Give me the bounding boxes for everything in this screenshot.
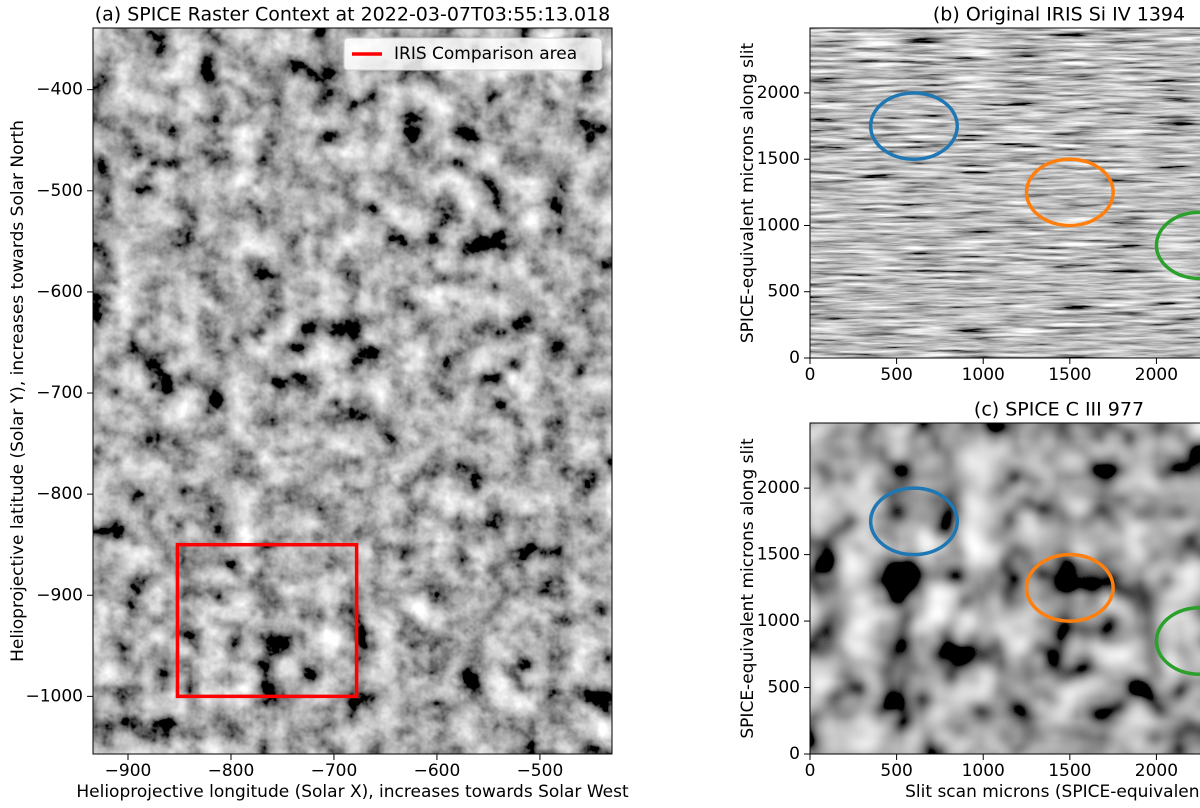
x-tick-label: 500 — [880, 761, 912, 781]
panel-title: (b) Original IRIS Si IV 1394 — [933, 4, 1185, 26]
x-tick-label: −500 — [517, 761, 564, 781]
image — [810, 28, 1200, 358]
image — [93, 28, 612, 754]
y-tick-label: 0 — [789, 744, 800, 764]
legend-box — [343, 37, 603, 71]
x-tick-label: 2000 — [1135, 365, 1178, 385]
y-tick-label: −800 — [36, 484, 83, 504]
y-tick-label: 1500 — [757, 545, 800, 565]
plot-frame — [809, 422, 1200, 755]
x-tick-label: −900 — [105, 761, 152, 781]
y-tick-label: 1500 — [757, 149, 800, 169]
x-axis-label: Helioprojective longitude (Solar X), inc… — [76, 782, 629, 802]
y-tick-label: −900 — [36, 585, 83, 605]
y-tick-label: 1000 — [757, 215, 800, 235]
panel-title: (c) SPICE C III 977 — [974, 399, 1144, 421]
x-tick-label: 500 — [880, 365, 912, 385]
comparison-rectangle — [175, 542, 359, 699]
image — [810, 423, 1200, 754]
y-tick-label: −700 — [36, 383, 83, 403]
x-tick-label: 0 — [805, 761, 816, 781]
x-tick-label: 2000 — [1135, 761, 1178, 781]
y-tick-label: 0 — [789, 348, 800, 368]
y-tick-label: 2000 — [757, 83, 800, 103]
y-tick-label: 2000 — [757, 478, 800, 498]
x-axis-label: Slit scan microns (SPICE-equivalent) — [905, 782, 1200, 802]
y-tick-label: 500 — [768, 678, 800, 698]
x-tick-label: −700 — [311, 761, 358, 781]
x-tick-label: 1500 — [1048, 365, 1091, 385]
x-tick-label: 1000 — [962, 365, 1005, 385]
panel-title: (a) SPICE Raster Context at 2022-03-07T0… — [95, 4, 611, 26]
legend: IRIS Comparison area — [343, 37, 603, 71]
x-tick-label: 1000 — [962, 761, 1005, 781]
y-tick-label: −600 — [36, 282, 83, 302]
circle-marker — [868, 486, 959, 557]
x-tick-label: 1500 — [1048, 761, 1091, 781]
circle-marker — [868, 91, 959, 161]
x-tick-label: −600 — [414, 761, 461, 781]
circle-marker — [1024, 157, 1115, 228]
y-tick-label: 500 — [768, 282, 800, 302]
y-axis-label: Helioprojective latitude (Solar Y), incr… — [8, 120, 28, 662]
legend-label: IRIS Comparison area — [394, 44, 577, 64]
circle-marker — [1024, 552, 1115, 623]
plot-frame — [809, 27, 1200, 359]
y-tick-label: −1000 — [25, 686, 83, 706]
y-axis-label: SPICE-equivalent microns along slit — [738, 438, 758, 739]
x-tick-label: 0 — [805, 365, 816, 385]
y-axis-label: SPICE-equivalent microns along slit — [738, 43, 758, 344]
y-tick-label: −500 — [36, 181, 83, 201]
y-tick-label: −400 — [36, 80, 83, 100]
y-tick-label: 1000 — [757, 611, 800, 631]
plot-frame — [92, 27, 613, 755]
x-tick-label: −800 — [208, 761, 255, 781]
